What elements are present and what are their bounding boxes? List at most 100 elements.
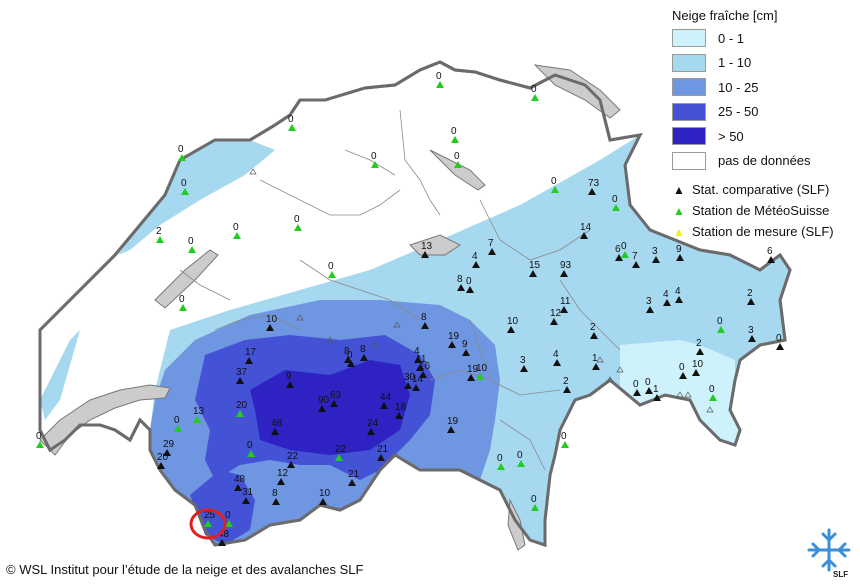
station-nodata-icon bbox=[606, 376, 614, 383]
station-marker: 12 bbox=[550, 308, 562, 325]
legend-swatch bbox=[672, 53, 706, 72]
station-value: 0 bbox=[561, 431, 567, 442]
station-triangle-icon bbox=[294, 224, 302, 231]
station-triangle-icon bbox=[157, 462, 165, 469]
station-marker: 10 bbox=[507, 316, 519, 333]
station-marker: 0 bbox=[531, 84, 539, 101]
station-triangle-icon bbox=[633, 389, 641, 396]
lake-zurich bbox=[429, 149, 486, 191]
station-triangle-icon bbox=[679, 372, 687, 379]
station-marker: 0 bbox=[551, 176, 559, 193]
station-value: 30 bbox=[404, 372, 416, 383]
station-nodata-icon bbox=[706, 406, 714, 413]
country-border bbox=[38, 60, 792, 548]
station-triangle-icon bbox=[412, 384, 420, 391]
station-triangle-icon bbox=[419, 371, 427, 378]
station-marker: 12 bbox=[277, 468, 289, 485]
station-triangle-icon bbox=[454, 161, 462, 168]
station-triangle-icon bbox=[277, 478, 285, 485]
station-triangle-icon bbox=[551, 186, 559, 193]
station-marker: 2 bbox=[747, 288, 755, 305]
station-value: 0 bbox=[328, 261, 334, 272]
station-value: 25 bbox=[204, 510, 216, 521]
station-value: 14 bbox=[580, 222, 592, 233]
station-triangle-icon bbox=[767, 256, 775, 263]
legend-class-row: 10 - 25 bbox=[672, 75, 858, 100]
station-triangle-icon bbox=[225, 520, 233, 527]
station-triangle-icon bbox=[748, 335, 756, 342]
station-triangle-icon bbox=[507, 326, 515, 333]
station-triangle-icon bbox=[271, 428, 279, 435]
station-value: 13 bbox=[421, 241, 433, 252]
station-triangle-icon bbox=[488, 248, 496, 255]
station-marker: 37 bbox=[236, 367, 248, 384]
station-marker: 3 bbox=[646, 296, 654, 313]
station-nodata-icon bbox=[596, 356, 604, 363]
station-value: 48 bbox=[218, 529, 230, 540]
station-value: 0 bbox=[497, 453, 503, 464]
station-value: 2 bbox=[590, 322, 596, 333]
station-marker: 14 bbox=[580, 222, 592, 239]
station-marker: 9 bbox=[286, 371, 294, 388]
station-marker: 0 bbox=[225, 510, 233, 527]
station-marker: 8 bbox=[360, 344, 368, 361]
station-triangle-icon bbox=[416, 364, 424, 371]
station-value: 6 bbox=[767, 246, 773, 257]
station-triangle-icon bbox=[517, 460, 525, 467]
station-triangle-icon bbox=[414, 356, 422, 363]
station-value: 0 bbox=[233, 222, 239, 233]
station-value: 37 bbox=[236, 367, 248, 378]
station-triangle-icon bbox=[36, 441, 44, 448]
station-value: 12 bbox=[277, 468, 289, 479]
station-value: 16 bbox=[419, 361, 431, 372]
station-marker: 10 bbox=[319, 488, 331, 505]
station-value: 10 bbox=[507, 316, 519, 327]
legend-symbol-row: ▲ Station de mesure (SLF) bbox=[672, 221, 858, 242]
station-triangle-icon bbox=[448, 341, 456, 348]
station-triangle-icon bbox=[560, 306, 568, 313]
station-value: 7 bbox=[488, 238, 494, 249]
station-triangle-icon bbox=[563, 386, 571, 393]
station-value: 19 bbox=[447, 416, 459, 427]
station-triangle-icon bbox=[188, 246, 196, 253]
legend-swatch bbox=[672, 127, 706, 146]
station-marker: 8 bbox=[421, 312, 429, 329]
snowflake-cross-icon bbox=[807, 528, 851, 572]
station-triangle-icon bbox=[520, 365, 528, 372]
station-marker: 0 bbox=[188, 236, 196, 253]
station-marker: 10 bbox=[266, 314, 278, 331]
station-marker: 0 bbox=[328, 261, 336, 278]
station-triangle-icon bbox=[163, 449, 171, 456]
station-value: 0 bbox=[454, 151, 460, 162]
station-value: 4 bbox=[414, 346, 420, 357]
station-marker: 0 bbox=[621, 241, 629, 258]
station-value: 0 bbox=[517, 450, 523, 461]
station-marker: 9 bbox=[462, 339, 470, 356]
station-nodata-icon bbox=[326, 336, 334, 343]
station-triangle-icon bbox=[612, 204, 620, 211]
station-triangle-icon bbox=[380, 402, 388, 409]
station-marker: 0 bbox=[179, 294, 187, 311]
station-marker: 2 bbox=[590, 322, 598, 339]
station-value: 19 bbox=[448, 331, 460, 342]
station-value: 17 bbox=[245, 347, 257, 358]
legend-class-row: 1 - 10 bbox=[672, 51, 858, 76]
station-marker: 0 bbox=[633, 379, 641, 396]
station-triangle-icon bbox=[174, 425, 182, 432]
station-value: 0 bbox=[225, 510, 231, 521]
station-triangle-icon bbox=[590, 332, 598, 339]
station-triangle-icon bbox=[592, 363, 600, 370]
station-marker: 19 bbox=[467, 364, 479, 381]
station-value: 0 bbox=[717, 316, 723, 327]
station-value: 44 bbox=[380, 392, 392, 403]
station-triangle-icon bbox=[447, 426, 455, 433]
station-triangle-icon bbox=[319, 498, 327, 505]
legend-symbol-label: Station de MétéoSuisse bbox=[692, 203, 830, 218]
station-value: 19 bbox=[467, 364, 479, 375]
station-triangle-icon bbox=[288, 124, 296, 131]
station-value: 10 bbox=[692, 359, 704, 370]
station-value: 13 bbox=[193, 406, 205, 417]
station-value: 0 bbox=[551, 176, 557, 187]
station-value: 22 bbox=[287, 451, 299, 462]
